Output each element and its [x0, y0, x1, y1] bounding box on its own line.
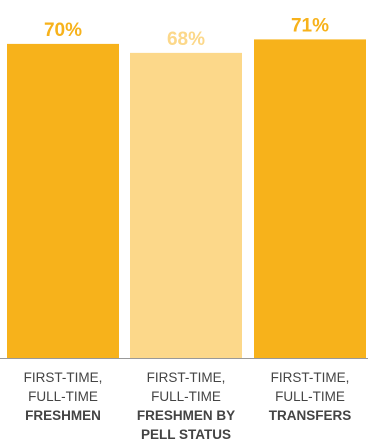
category-label-3: FIRST-TIME, FULL-TIME TRANSFERS [269, 370, 352, 423]
value-label-2: 68% [167, 29, 205, 50]
value-label-1: 70% [44, 20, 82, 41]
value-label-3: 71% [291, 15, 329, 36]
category-label-2: FIRST-TIME, FULL-TIME FRESHMEN BY PELL STAT… [137, 370, 235, 442]
bar-3 [254, 39, 366, 359]
bar-2 [130, 52, 242, 358]
bar-1 [7, 43, 119, 359]
category-label-1: FIRST-TIME, FULL-TIME FRESHMEN [24, 370, 103, 423]
